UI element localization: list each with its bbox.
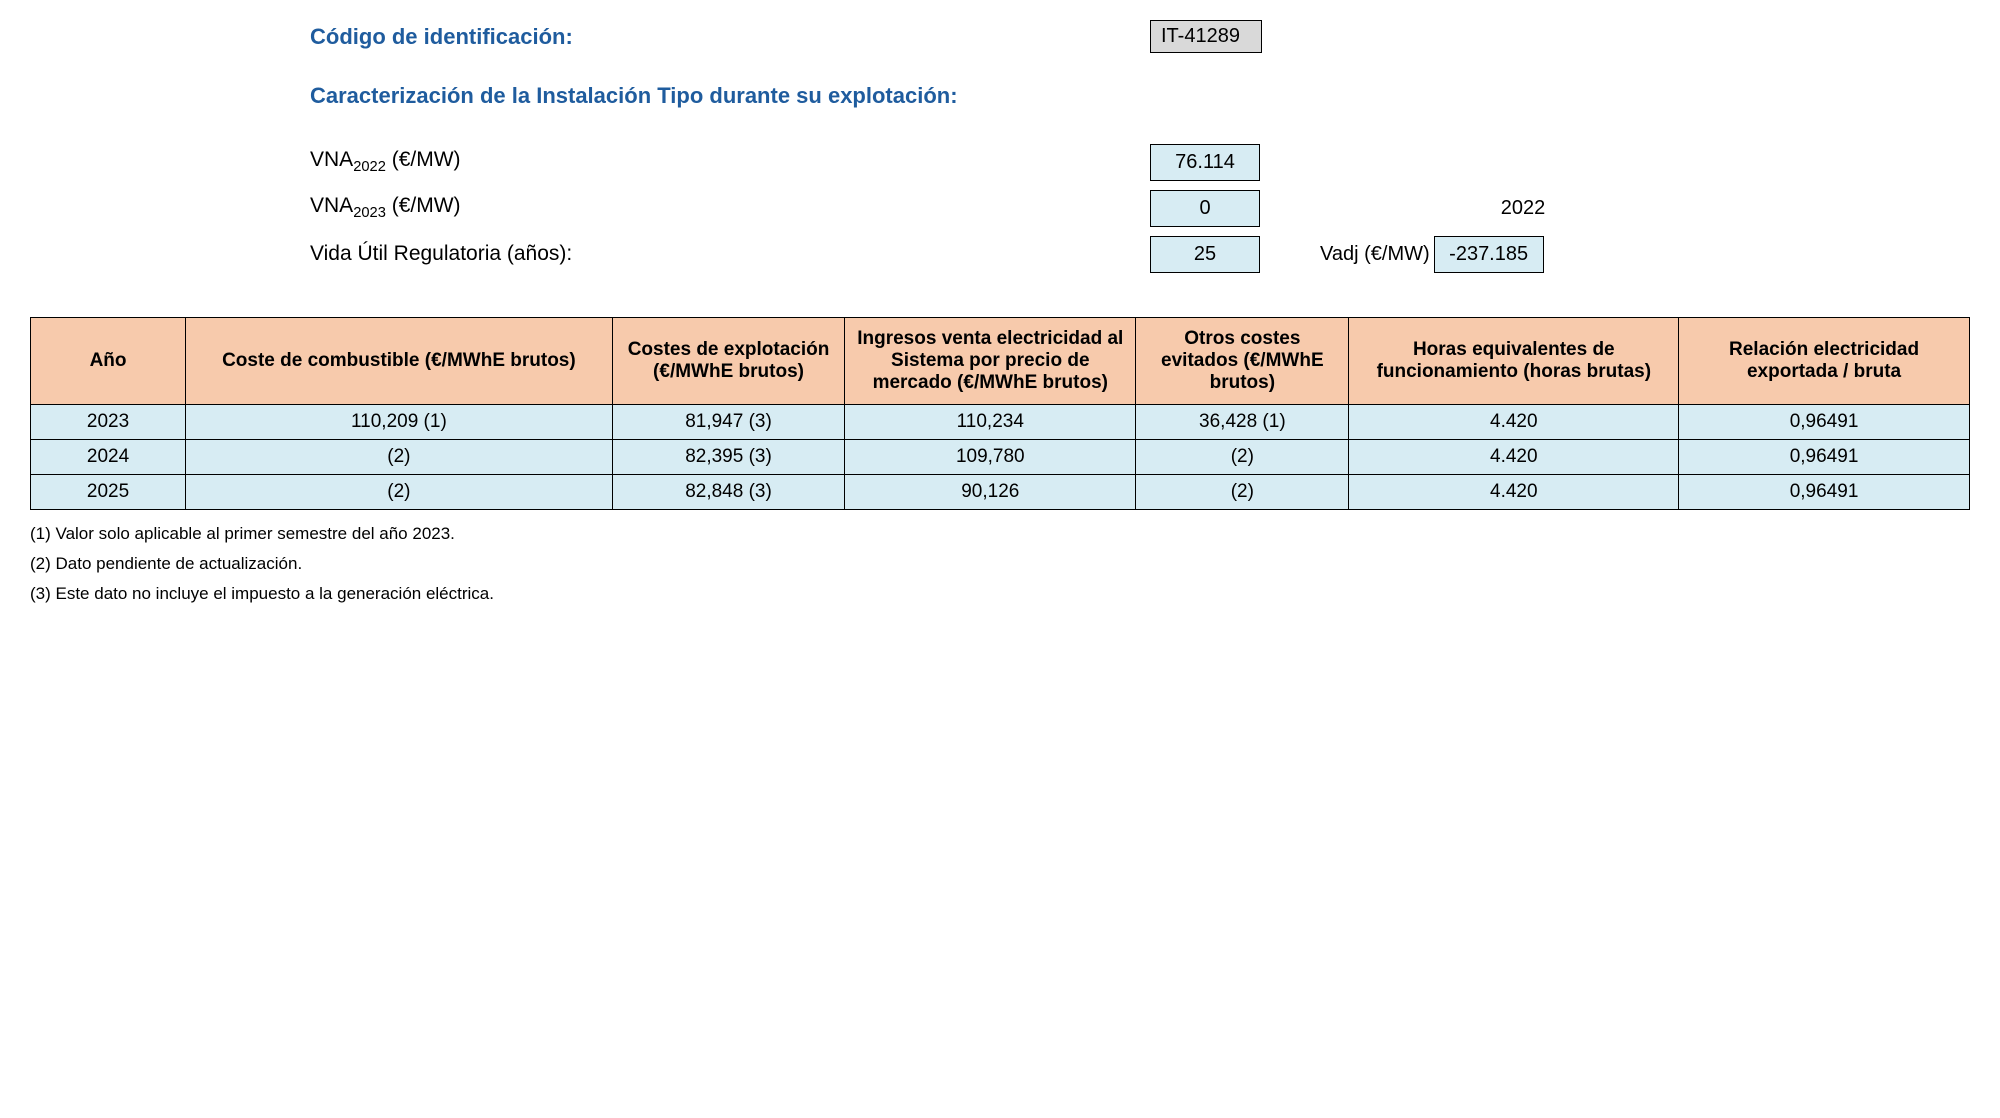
id-label: Código de identificación: (310, 24, 1150, 50)
footnotes: (1) Valor solo aplicable al primer semes… (30, 524, 1970, 604)
table-col-2: Costes de explotación (€/MWhE brutos) (612, 318, 845, 405)
table-cell: 2024 (31, 440, 186, 475)
footnote: (3) Este dato no incluye el impuesto a l… (30, 584, 1970, 604)
table-row: 2025(2)82,848 (3)90,126(2)4.4200,96491 (31, 475, 1970, 510)
vadj-group: Vadj (€/MW) -237.185 (1320, 236, 1544, 273)
table-cell: 4.420 (1349, 405, 1679, 440)
footnote: (1) Valor solo aplicable al primer semes… (30, 524, 1970, 544)
table-cell: (2) (186, 475, 613, 510)
table-cell: 81,947 (3) (612, 405, 845, 440)
vna2022-pre: VNA (310, 148, 353, 171)
vna2023-label: VNA2023 (€/MW) (310, 194, 1150, 221)
table-cell: (2) (186, 440, 613, 475)
vna2023-value: 0 (1150, 190, 1260, 227)
table-col-5: Horas equivalentes de funcionamiento (ho… (1349, 318, 1679, 405)
vna2023-post: (€/MW) (386, 194, 461, 217)
table-row: 2023110,209 (1)81,947 (3)110,23436,428 (… (31, 405, 1970, 440)
table-cell: (2) (1136, 475, 1349, 510)
table-col-4: Otros costes evitados (€/MWhE brutos) (1136, 318, 1349, 405)
vna2022-sub: 2022 (353, 160, 386, 176)
table-cell: 0,96491 (1679, 405, 1970, 440)
table-cell: 2023 (31, 405, 186, 440)
vna2023-pre: VNA (310, 194, 353, 217)
table-head: AñoCoste de combustible (€/MWhE brutos)C… (31, 318, 1970, 405)
table-col-1: Coste de combustible (€/MWhE brutos) (186, 318, 613, 405)
table-cell: 4.420 (1349, 475, 1679, 510)
table-body: 2023110,209 (1)81,947 (3)110,23436,428 (… (31, 405, 1970, 510)
vadj-year-group: 2022 (1320, 197, 1588, 220)
vna2022-label: VNA2022 (€/MW) (310, 148, 1150, 175)
table-row: 2024(2)82,395 (3)109,780(2)4.4200,96491 (31, 440, 1970, 475)
vna2023-row: VNA2023 (€/MW) 0 2022 (310, 185, 1970, 231)
header-block: Código de identificación: IT-41289 Carac… (310, 20, 1970, 277)
vadj-year: 2022 (1458, 197, 1588, 220)
vida-row: Vida Útil Regulatoria (años): 25 Vadj (€… (310, 231, 1970, 277)
table-cell: 0,96491 (1679, 440, 1970, 475)
table-header-row: AñoCoste de combustible (€/MWhE brutos)C… (31, 318, 1970, 405)
id-value-box: IT-41289 (1150, 20, 1262, 53)
table-cell: 110,234 (845, 405, 1136, 440)
vadj-label: Vadj (€/MW) (1320, 243, 1430, 266)
vna2022-value: 76.114 (1150, 144, 1260, 181)
table-cell: (2) (1136, 440, 1349, 475)
table-cell: 36,428 (1) (1136, 405, 1349, 440)
data-table: AñoCoste de combustible (€/MWhE brutos)C… (30, 317, 1970, 510)
table-cell: 82,395 (3) (612, 440, 845, 475)
vida-value: 25 (1150, 236, 1260, 273)
table-cell: 0,96491 (1679, 475, 1970, 510)
vna2022-post: (€/MW) (386, 148, 461, 171)
table-col-3: Ingresos venta electricidad al Sistema p… (845, 318, 1136, 405)
vna2023-sub: 2023 (353, 206, 386, 222)
table-col-0: Año (31, 318, 186, 405)
vida-label: Vida Útil Regulatoria (años): (310, 242, 1150, 266)
section-title: Caracterización de la Instalación Tipo d… (310, 83, 1970, 109)
table-cell: 90,126 (845, 475, 1136, 510)
table-cell: 4.420 (1349, 440, 1679, 475)
id-row: Código de identificación: IT-41289 (310, 20, 1970, 53)
table-cell: 2025 (31, 475, 186, 510)
footnote: (2) Dato pendiente de actualización. (30, 554, 1970, 574)
table-cell: 110,209 (1) (186, 405, 613, 440)
vadj-value: -237.185 (1434, 236, 1544, 273)
table-cell: 109,780 (845, 440, 1136, 475)
vna2022-row: VNA2022 (€/MW) 76.114 (310, 139, 1970, 185)
table-cell: 82,848 (3) (612, 475, 845, 510)
table-col-6: Relación electricidad exportada / bruta (1679, 318, 1970, 405)
